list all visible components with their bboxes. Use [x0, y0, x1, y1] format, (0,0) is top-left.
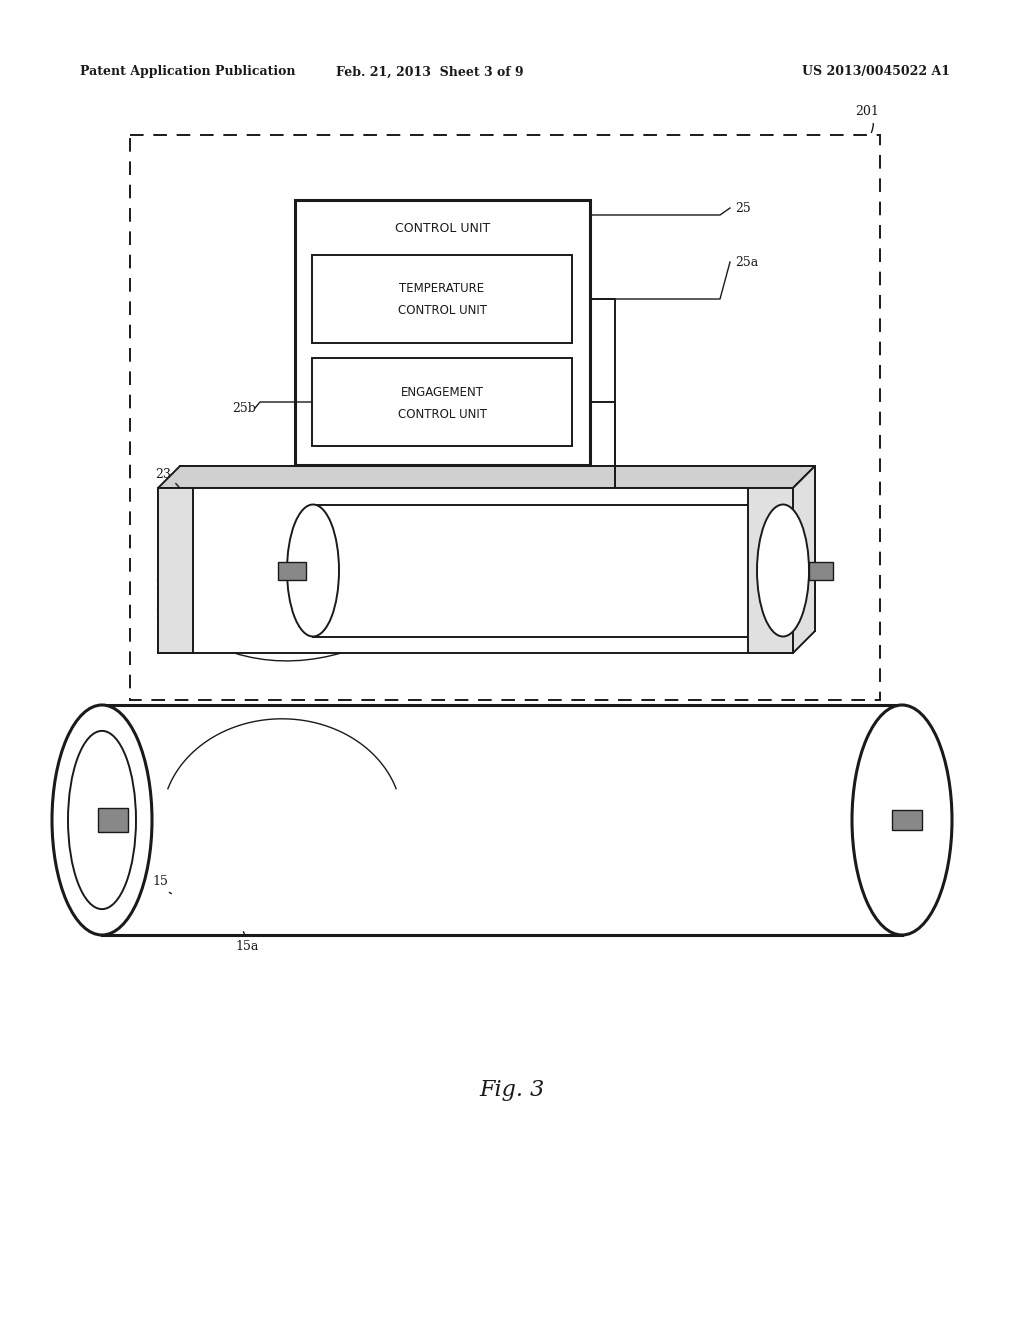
Bar — [313, 504, 783, 636]
Bar — [98, 808, 128, 832]
Bar — [158, 488, 193, 653]
Polygon shape — [793, 466, 815, 653]
Ellipse shape — [287, 504, 339, 636]
Text: 25a: 25a — [735, 256, 758, 268]
Bar — [278, 561, 306, 579]
Ellipse shape — [757, 504, 809, 636]
Text: Patent Application Publication: Patent Application Publication — [80, 66, 296, 78]
Text: 201: 201 — [855, 106, 879, 132]
Text: Feb. 21, 2013  Sheet 3 of 9: Feb. 21, 2013 Sheet 3 of 9 — [336, 66, 524, 78]
Text: 22: 22 — [155, 578, 290, 614]
Bar — [809, 561, 833, 579]
Bar — [130, 135, 880, 700]
Bar — [748, 488, 793, 653]
Bar — [312, 255, 572, 343]
Bar — [180, 466, 815, 631]
Text: 26: 26 — [155, 609, 371, 661]
Bar — [158, 488, 793, 653]
Text: ENGAGEMENT: ENGAGEMENT — [400, 385, 483, 399]
Text: Fig. 3: Fig. 3 — [479, 1078, 545, 1101]
Text: 15: 15 — [152, 875, 171, 894]
Ellipse shape — [52, 705, 152, 935]
Text: 15a: 15a — [234, 932, 258, 953]
Bar — [892, 810, 922, 830]
Text: TEMPERATURE: TEMPERATURE — [399, 282, 484, 296]
Text: CONTROL UNIT: CONTROL UNIT — [397, 305, 486, 318]
Text: 23: 23 — [155, 469, 187, 500]
Bar — [102, 705, 902, 935]
Text: US 2013/0045022 A1: US 2013/0045022 A1 — [802, 66, 950, 78]
Text: 25b: 25b — [232, 401, 256, 414]
Bar — [295, 201, 590, 465]
Ellipse shape — [852, 705, 952, 935]
Text: 25: 25 — [735, 202, 751, 214]
Ellipse shape — [68, 731, 136, 909]
Bar — [312, 358, 572, 446]
Polygon shape — [158, 466, 815, 488]
Text: CONTROL UNIT: CONTROL UNIT — [397, 408, 486, 421]
Text: CONTROL UNIT: CONTROL UNIT — [395, 222, 490, 235]
